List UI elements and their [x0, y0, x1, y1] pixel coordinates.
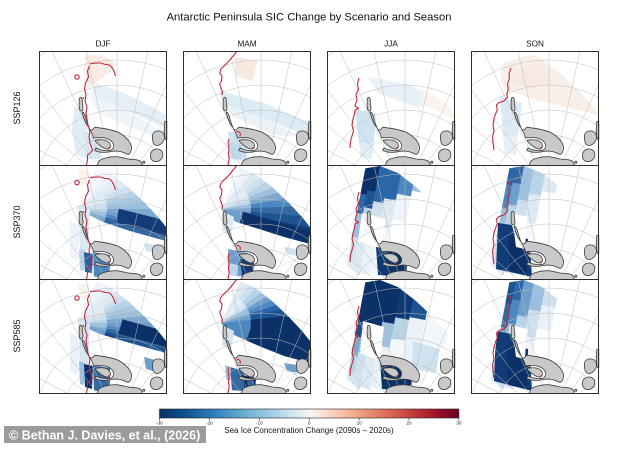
svg-text:SSP126: SSP126: [12, 91, 22, 124]
svg-text:10: 10: [357, 421, 363, 426]
svg-text:DJF: DJF: [95, 39, 110, 48]
svg-text:MAM: MAM: [237, 39, 256, 48]
svg-text:20: 20: [406, 421, 412, 426]
svg-text:Antarctic Peninsula SIC Change: Antarctic Peninsula SIC Change by Scenar…: [167, 12, 452, 24]
svg-text:-30: -30: [156, 421, 163, 426]
svg-text:JJA: JJA: [384, 39, 398, 48]
svg-text:SON: SON: [526, 39, 544, 48]
svg-text:SSP585: SSP585: [12, 319, 22, 352]
svg-text:-10: -10: [256, 421, 263, 426]
svg-text:0: 0: [308, 421, 311, 426]
svg-text:-20: -20: [206, 421, 213, 426]
svg-text:Sea Ice Concentration Change (: Sea Ice Concentration Change (2090s – 20…: [224, 426, 394, 435]
svg-text:© Bethan J. Davies, et al., (2: © Bethan J. Davies, et al., (2026): [9, 429, 200, 443]
svg-text:30: 30: [456, 421, 462, 426]
svg-text:SSP370: SSP370: [12, 205, 22, 238]
